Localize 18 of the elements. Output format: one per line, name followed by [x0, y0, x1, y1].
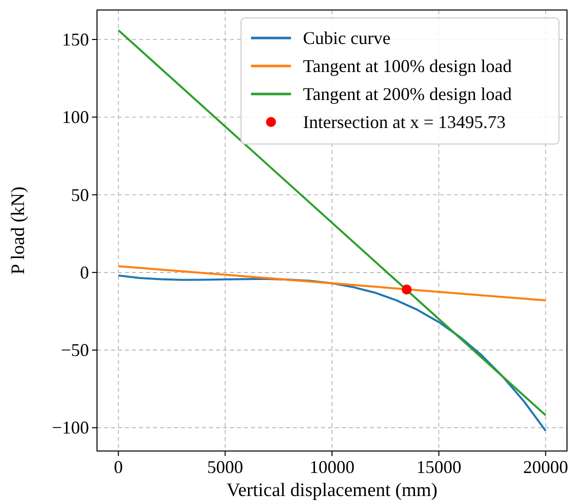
x-tick-label: 15000	[416, 457, 462, 477]
y-tick-label: 0	[80, 262, 89, 282]
legend-label: Cubic curve	[303, 28, 390, 48]
x-tick-label: 20000	[523, 457, 568, 477]
y-tick-label: 100	[62, 107, 89, 128]
x-tick-label: 10000	[310, 457, 354, 477]
x-tick-label: 5000	[207, 457, 244, 477]
x-axis-title: Vertical displacement (mm)	[226, 480, 438, 501]
y-tick-label: −100	[52, 418, 89, 438]
x-tick-label: 0	[114, 457, 123, 477]
legend-label: Intersection at x = 13495.73	[303, 112, 506, 132]
y-tick-label: −50	[60, 340, 89, 360]
legend-label: Tangent at 200% design load	[303, 84, 512, 104]
line-series	[117, 274, 547, 432]
legend-label: Tangent at 100% design load	[303, 56, 512, 76]
y-tick-label: 50	[71, 184, 89, 205]
y-tick-label: 150	[62, 30, 89, 50]
y-axis-title: P load (kN)	[8, 186, 29, 274]
